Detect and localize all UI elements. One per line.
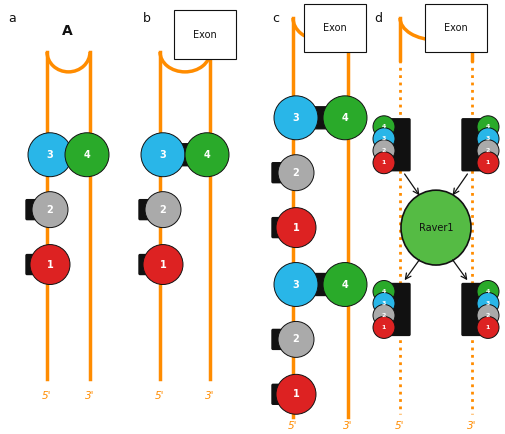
Text: 1: 1 — [292, 389, 299, 399]
Circle shape — [372, 116, 394, 138]
Text: Exon: Exon — [323, 23, 346, 33]
Text: 1: 1 — [292, 223, 299, 233]
Circle shape — [476, 305, 498, 326]
Circle shape — [274, 263, 317, 306]
Circle shape — [372, 140, 394, 162]
Text: 5': 5' — [155, 391, 165, 401]
Text: 4: 4 — [83, 150, 90, 160]
Text: a: a — [8, 12, 16, 25]
Circle shape — [141, 133, 185, 177]
Text: 2: 2 — [292, 335, 299, 345]
Text: 1: 1 — [46, 260, 53, 270]
Circle shape — [28, 133, 72, 177]
FancyBboxPatch shape — [272, 329, 304, 349]
Text: 2: 2 — [46, 205, 53, 215]
Text: 4: 4 — [381, 124, 385, 129]
Text: 3: 3 — [485, 136, 489, 141]
Text: 5': 5' — [288, 421, 297, 431]
FancyBboxPatch shape — [272, 217, 304, 237]
Text: Exon: Exon — [193, 30, 217, 40]
Text: c: c — [272, 12, 278, 25]
Text: Raver1: Raver1 — [418, 223, 452, 233]
Text: 3: 3 — [292, 279, 299, 289]
Text: b: b — [143, 12, 150, 25]
Text: 3: 3 — [485, 301, 489, 306]
Text: A: A — [62, 24, 73, 38]
Circle shape — [476, 316, 498, 339]
Circle shape — [476, 293, 498, 315]
Text: 2: 2 — [159, 205, 166, 215]
Circle shape — [30, 245, 70, 285]
FancyBboxPatch shape — [26, 200, 58, 220]
Text: 1: 1 — [485, 160, 489, 165]
Text: 3': 3' — [342, 421, 352, 431]
Text: 1: 1 — [159, 260, 166, 270]
Circle shape — [277, 155, 314, 191]
Text: 3: 3 — [381, 301, 385, 306]
Circle shape — [277, 322, 314, 357]
FancyBboxPatch shape — [286, 107, 354, 129]
Circle shape — [476, 128, 498, 150]
Text: 3': 3' — [85, 391, 94, 401]
FancyBboxPatch shape — [461, 283, 481, 335]
Circle shape — [145, 192, 181, 227]
Circle shape — [476, 116, 498, 138]
FancyBboxPatch shape — [26, 255, 58, 275]
Text: 3: 3 — [381, 136, 385, 141]
Circle shape — [185, 133, 229, 177]
Text: 2: 2 — [485, 148, 489, 153]
Text: 2: 2 — [381, 313, 385, 318]
Circle shape — [275, 375, 316, 414]
Text: 5': 5' — [42, 391, 52, 401]
Circle shape — [372, 128, 394, 150]
FancyBboxPatch shape — [272, 385, 304, 404]
Text: 4: 4 — [381, 289, 385, 294]
Text: 3: 3 — [46, 150, 53, 160]
Text: 2: 2 — [292, 168, 299, 178]
Text: 1: 1 — [485, 325, 489, 330]
Circle shape — [322, 96, 366, 140]
Circle shape — [372, 305, 394, 326]
FancyBboxPatch shape — [461, 119, 481, 171]
Circle shape — [372, 293, 394, 315]
Circle shape — [372, 316, 394, 339]
Text: 4: 4 — [485, 289, 489, 294]
FancyBboxPatch shape — [389, 119, 409, 171]
Text: 1: 1 — [381, 325, 385, 330]
Circle shape — [274, 96, 317, 140]
Text: 4: 4 — [341, 113, 347, 123]
Text: d: d — [373, 12, 381, 25]
Text: 1: 1 — [381, 160, 385, 165]
FancyBboxPatch shape — [154, 144, 216, 166]
Circle shape — [32, 192, 68, 227]
Text: 2: 2 — [381, 148, 385, 153]
Circle shape — [372, 280, 394, 302]
Circle shape — [372, 152, 394, 174]
FancyBboxPatch shape — [139, 200, 171, 220]
Text: 3': 3' — [466, 421, 476, 431]
Ellipse shape — [400, 190, 470, 265]
FancyBboxPatch shape — [139, 255, 171, 275]
Text: Exon: Exon — [443, 23, 467, 33]
FancyBboxPatch shape — [37, 144, 99, 166]
Text: 4: 4 — [341, 279, 347, 289]
Text: 3': 3' — [205, 391, 214, 401]
Text: 3: 3 — [159, 150, 166, 160]
FancyBboxPatch shape — [272, 163, 304, 183]
Circle shape — [476, 152, 498, 174]
Circle shape — [143, 245, 183, 285]
FancyBboxPatch shape — [286, 273, 354, 296]
FancyBboxPatch shape — [389, 283, 409, 335]
Circle shape — [322, 263, 366, 306]
Circle shape — [65, 133, 109, 177]
Circle shape — [275, 207, 316, 247]
Text: 4: 4 — [203, 150, 210, 160]
Text: 2: 2 — [485, 313, 489, 318]
Text: 5': 5' — [394, 421, 404, 431]
Text: 3: 3 — [292, 113, 299, 123]
Text: 4: 4 — [485, 124, 489, 129]
Circle shape — [476, 140, 498, 162]
Circle shape — [476, 280, 498, 302]
